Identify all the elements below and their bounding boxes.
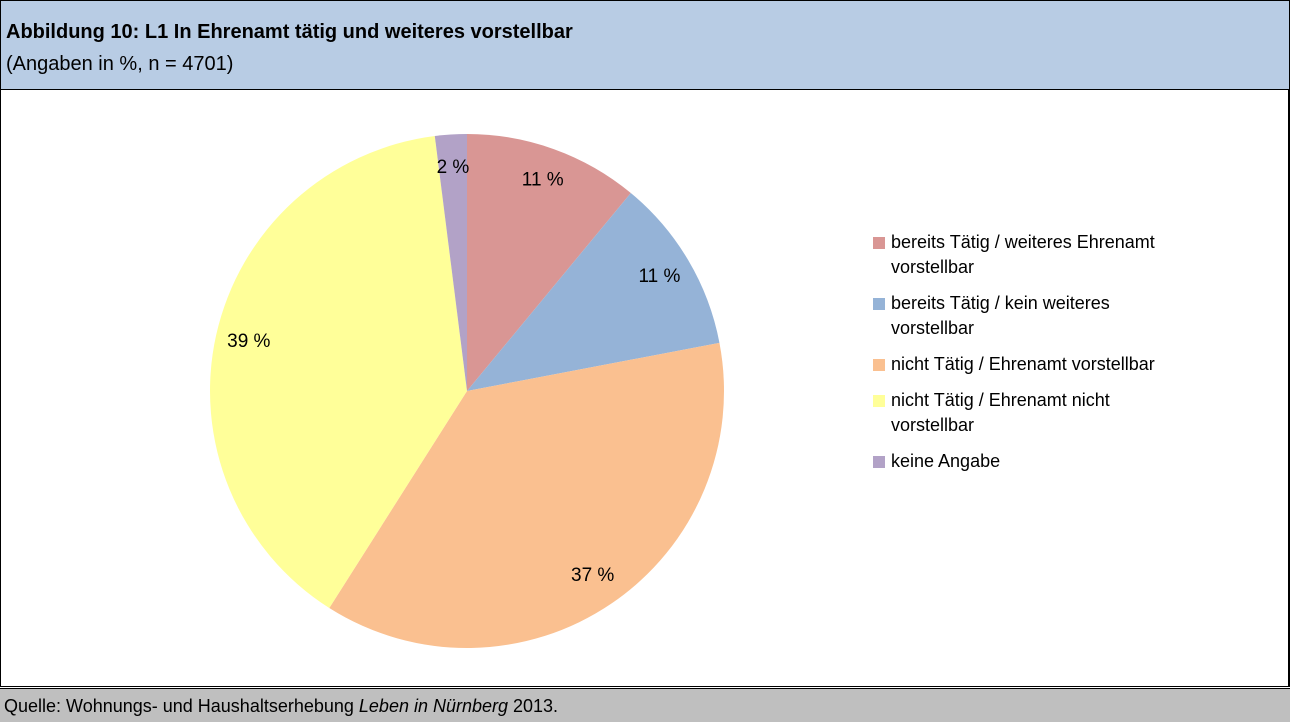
data-label: 11 % <box>639 266 681 287</box>
pie-slice <box>329 342 724 648</box>
pie-slice <box>210 136 467 608</box>
chart-title: Abbildung 10: L1 In Ehrenamt tätig und w… <box>6 21 573 43</box>
data-label: 37 % <box>571 565 614 586</box>
legend-swatch <box>873 237 885 249</box>
legend-label: keine Angabe <box>891 451 1001 471</box>
legend-entry: nicht Tätig / Ehrenamt vorstellbar <box>873 352 1166 377</box>
footer-text: 2013. <box>508 696 559 716</box>
footer: Quelle: Wohnungs- und Haushaltserhebung … <box>0 688 1290 722</box>
header: Abbildung 10: L1 In Ehrenamt tätig und w… <box>0 0 1290 90</box>
legend-entry: bereits Tätig / kein weiteres vorstellba… <box>873 291 1166 341</box>
data-label: 11 % <box>522 170 564 191</box>
legend-entry: bereits Tätig / weiteres Ehrenamt vorste… <box>873 230 1166 280</box>
legend: bereits Tätig / weiteres Ehrenamt vorste… <box>873 230 1166 485</box>
legend-label: nicht Tätig / Ehrenamt vorstellbar <box>891 354 1155 374</box>
pie-slice <box>467 134 631 391</box>
legend-entry: nicht Tätig / Ehrenamt nicht vorstellbar <box>873 388 1166 438</box>
data-label: 39 % <box>227 331 270 352</box>
footer-italic: Leben in Nürnberg <box>358 696 509 716</box>
chart-subtitle: (Angaben in %, n = 4701) <box>6 53 234 75</box>
legend-swatch <box>873 298 885 310</box>
plot-area <box>0 89 1290 687</box>
data-label: 2 % <box>437 157 470 178</box>
legend-label: bereits Tätig / kein weiteres vorstellba… <box>891 293 1110 338</box>
pie-slice <box>467 192 720 391</box>
legend-label: bereits Tätig / weiteres Ehrenamt vorste… <box>891 232 1155 277</box>
legend-swatch <box>873 359 885 371</box>
legend-label: nicht Tätig / Ehrenamt nicht vorstellbar <box>891 390 1110 435</box>
pie-slice <box>434 134 467 391</box>
legend-swatch <box>873 395 885 407</box>
legend-entry: keine Angabe <box>873 449 1166 474</box>
footer-text: Quelle: Wohnungs- und Haushaltserhebung <box>4 696 359 716</box>
legend-swatch <box>873 456 885 468</box>
